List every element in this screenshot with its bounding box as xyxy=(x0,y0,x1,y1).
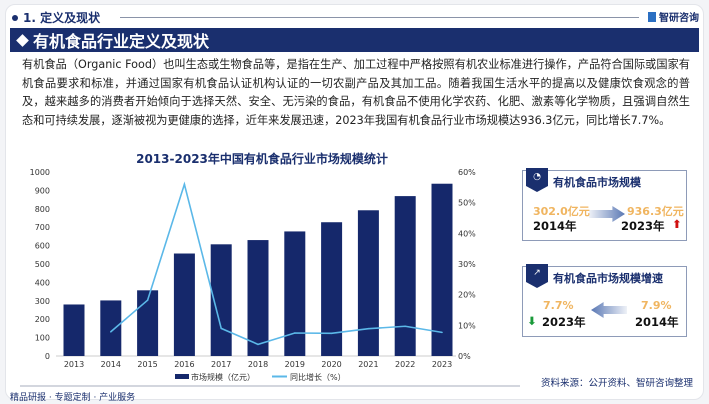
section-heading: 1. 定义及现状 xyxy=(12,9,100,26)
x-tick-label: 2021 xyxy=(358,360,378,369)
y-left-tick-label: 500 xyxy=(35,260,50,269)
y-left-tick-label: 900 xyxy=(35,186,50,195)
y-right-tick-label: 30% xyxy=(458,260,476,269)
bar-2021 xyxy=(357,210,379,356)
y-left-tick-label: 200 xyxy=(35,315,50,324)
growth-rate-box: ↗ 有机食品市场规模增速 ⬇ 7.7% 2023年 7.9% 2014年 xyxy=(522,264,687,337)
bar-2020 xyxy=(321,222,343,356)
x-tick-label: 2018 xyxy=(248,360,268,369)
from-year: 2014年 xyxy=(533,219,577,233)
y-right-tick-label: 40% xyxy=(458,229,476,238)
arrow-down-icon: ⬇ xyxy=(527,314,537,328)
bar-2016 xyxy=(173,253,195,356)
from-value: 302.0亿元 xyxy=(533,205,590,218)
bar-2014 xyxy=(100,300,122,356)
pie-chart-icon: ◔ xyxy=(526,168,548,192)
footer-tagline: 精品研报 · 专题定制 · 产业服务 xyxy=(10,393,136,403)
y-right-tick-label: 20% xyxy=(458,291,476,300)
bar-2017 xyxy=(210,244,232,356)
x-tick-label: 2020 xyxy=(321,360,341,369)
to-value: 936.3亿元 xyxy=(627,205,684,218)
to-year: 2023年 xyxy=(542,315,586,329)
bar-2023 xyxy=(431,183,453,356)
bar-2013 xyxy=(63,304,85,356)
source-note: 资料来源：公开资料、智研咨询整理 xyxy=(541,378,694,389)
banner: 有机食品行业定义及现状 xyxy=(10,28,699,52)
legend-line-label: 同比增长（%） xyxy=(290,372,346,382)
section-title: 1. 定义及现状 xyxy=(23,11,101,25)
y-left-tick-label: 800 xyxy=(35,205,50,214)
bar-2022 xyxy=(394,196,416,356)
growth-chart-icon: ↗ xyxy=(526,264,548,288)
y-left-tick-label: 700 xyxy=(35,223,50,232)
arrow-left-icon xyxy=(591,302,627,318)
arrow-up-icon: ⬆ xyxy=(672,217,682,231)
growth-point-2015 xyxy=(146,299,149,301)
box-title: 有机食品市场规模 xyxy=(553,176,641,189)
divider xyxy=(120,17,639,18)
legend-bar-label: 市场规模（亿元） xyxy=(191,372,255,382)
chart-title: 2013-2023年中国有机食品行业市场规模统计 xyxy=(136,152,388,166)
bullet-icon xyxy=(12,14,18,21)
y-left-tick-label: 1000 xyxy=(30,168,50,177)
y-left-tick-label: 600 xyxy=(35,242,50,251)
x-tick-label: 2017 xyxy=(211,360,231,369)
market-size-box: ◔ 有机食品市场规模 302.0亿元 2014年 936.3亿元 2023年 ⬆ xyxy=(522,168,687,241)
y-left-tick-label: 400 xyxy=(35,278,50,287)
bar-2015 xyxy=(137,290,159,356)
bar-2019 xyxy=(284,231,306,356)
growth-point-2019 xyxy=(294,332,296,334)
growth-point-2017 xyxy=(220,327,222,330)
y-right-tick-label: 50% xyxy=(458,199,476,208)
y-left-tick-label: 100 xyxy=(35,334,50,343)
y-left-tick-label: 0 xyxy=(45,352,50,361)
x-tick-label: 2015 xyxy=(137,360,157,369)
growth-point-2021 xyxy=(367,327,370,330)
growth-point-2020 xyxy=(330,332,333,335)
logo-icon xyxy=(648,11,656,22)
x-tick-label: 2014 xyxy=(101,360,121,369)
growth-point-2023 xyxy=(441,331,443,334)
y-left-tick-label: 300 xyxy=(35,297,50,306)
x-tick-label: 2022 xyxy=(395,360,415,369)
y-right-tick-label: 10% xyxy=(458,321,476,330)
growth-point-2018 xyxy=(257,343,259,346)
growth-line xyxy=(110,181,443,346)
x-tick-label: 2013 xyxy=(64,360,84,369)
x-tick-label: 2016 xyxy=(174,360,194,369)
from-year: 2014年 xyxy=(635,315,679,329)
x-tick-label: 2023 xyxy=(432,360,452,369)
logo: 智研咨询 xyxy=(648,9,699,24)
to-value: 7.7% xyxy=(543,299,574,312)
to-year: 2023年 xyxy=(621,219,665,233)
bar-2018 xyxy=(247,240,269,356)
growth-point-2016 xyxy=(183,183,186,186)
from-value: 7.9% xyxy=(641,299,672,312)
y-right-tick-label: 60% xyxy=(458,168,476,177)
legend-bar-swatch xyxy=(175,374,189,379)
banner-title: 有机食品行业定义及现状 xyxy=(33,32,210,51)
y-right-tick-label: 0% xyxy=(458,352,471,361)
growth-point-2022 xyxy=(404,325,407,328)
growth-point-2014 xyxy=(110,330,112,333)
arrow-right-icon xyxy=(589,206,625,222)
description-paragraph: 有机食品（Organic Food）也叫生态或生物食品等，是指在生产、加工过程中… xyxy=(22,58,690,127)
logo-text: 智研咨询 xyxy=(659,13,699,24)
box-title: 有机食品市场规模增速 xyxy=(553,272,663,285)
x-tick-label: 2019 xyxy=(285,360,305,369)
